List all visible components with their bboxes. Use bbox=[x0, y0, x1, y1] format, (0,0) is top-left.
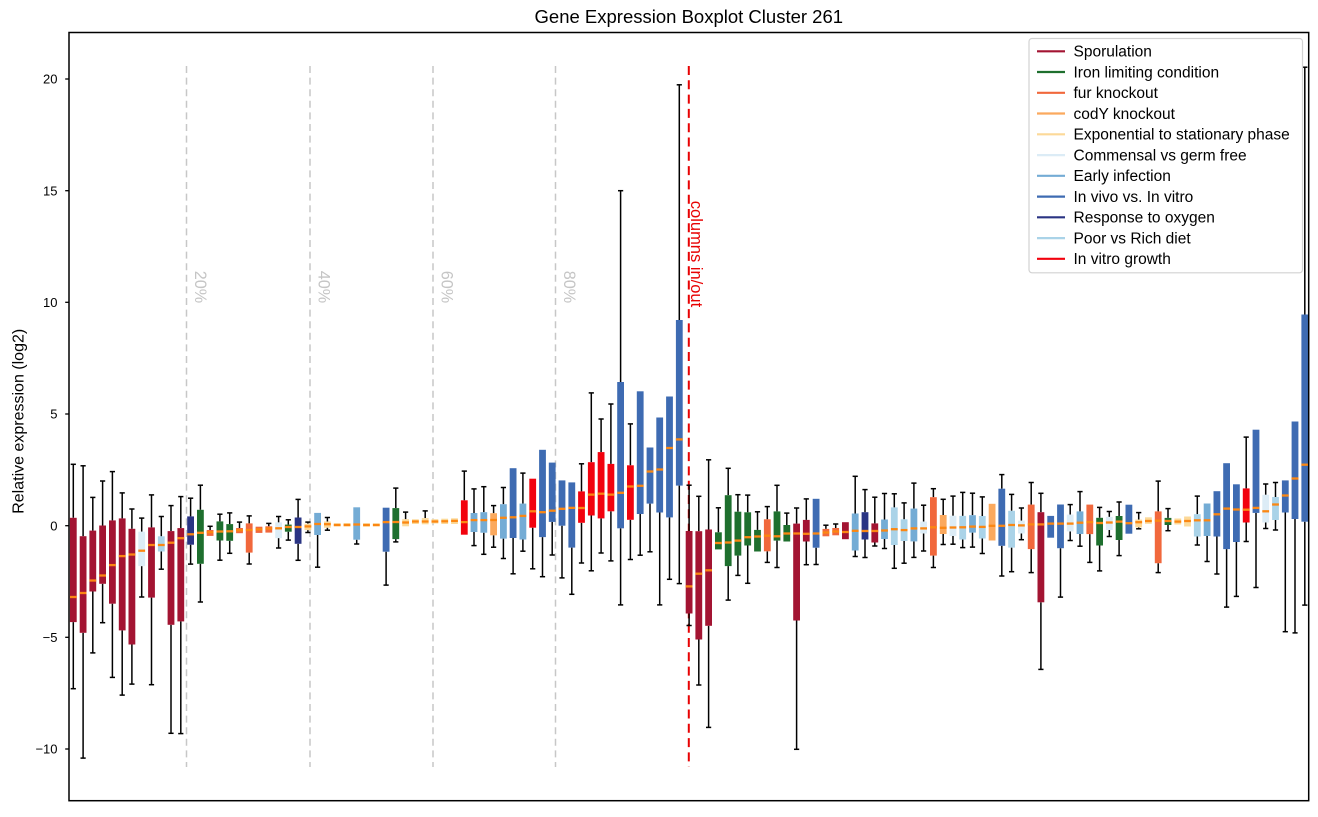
svg-text:In vitro growth: In vitro growth bbox=[1074, 251, 1171, 268]
svg-text:15: 15 bbox=[43, 183, 57, 198]
svg-text:Iron limiting condition: Iron limiting condition bbox=[1074, 64, 1220, 81]
svg-text:40%: 40% bbox=[315, 271, 333, 303]
svg-text:Early infection: Early infection bbox=[1074, 168, 1171, 185]
svg-text:0: 0 bbox=[50, 518, 57, 533]
svg-text:−10: −10 bbox=[35, 742, 57, 757]
svg-text:columns in/out: columns in/out bbox=[687, 201, 705, 308]
svg-text:fur knockout: fur knockout bbox=[1074, 85, 1159, 102]
svg-text:Poor vs Rich diet: Poor vs Rich diet bbox=[1074, 230, 1192, 247]
svg-text:5: 5 bbox=[50, 407, 57, 422]
svg-text:codY knockout: codY knockout bbox=[1074, 106, 1176, 123]
svg-text:Commensal vs germ free: Commensal vs germ free bbox=[1074, 147, 1247, 164]
svg-text:Response to oxygen: Response to oxygen bbox=[1074, 210, 1215, 227]
svg-text:10: 10 bbox=[43, 295, 57, 310]
svg-text:Sporulation: Sporulation bbox=[1074, 44, 1152, 61]
svg-text:20%: 20% bbox=[191, 271, 209, 303]
svg-text:In vivo vs. In vitro: In vivo vs. In vitro bbox=[1074, 189, 1194, 206]
svg-text:20: 20 bbox=[43, 72, 57, 87]
svg-text:60%: 60% bbox=[438, 271, 456, 303]
svg-text:80%: 80% bbox=[560, 271, 578, 303]
svg-text:Exponential to stationary phas: Exponential to stationary phase bbox=[1074, 127, 1290, 144]
svg-text:Relative expression (log2): Relative expression (log2) bbox=[11, 329, 28, 514]
svg-text:−5: −5 bbox=[43, 630, 58, 645]
svg-text:Gene Expression Boxplot Cluste: Gene Expression Boxplot Cluster 261 bbox=[535, 6, 844, 27]
